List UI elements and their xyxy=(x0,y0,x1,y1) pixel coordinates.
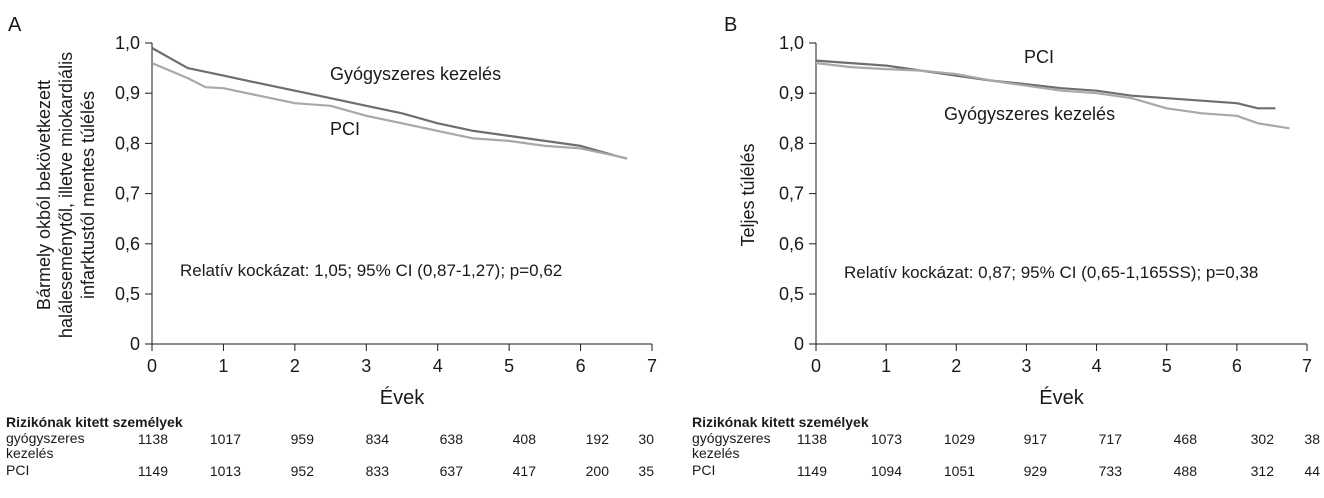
risk-value: 1138 xyxy=(796,431,827,447)
risk-value: 637 xyxy=(439,463,463,479)
risk-value: 638 xyxy=(439,431,463,447)
y-tick-label: 0,6 xyxy=(779,234,804,254)
panel-b: B 0 0,5 0,6 0,7 0,8 0,9 1,0 0 1 2 3 4 5 6 7 Évek Teljes … xyxy=(662,0,1324,498)
risk-table-row: PCI 1149 1013 952 833 637 417 200 35 xyxy=(6,463,658,497)
risk-value: 929 xyxy=(1023,463,1047,479)
risk-value: 1073 xyxy=(870,431,902,447)
x-axis-title: Évek xyxy=(380,386,425,409)
y-axis-title-line: Teljes túlélés xyxy=(738,143,758,246)
x-tick-label: 3 xyxy=(361,356,371,376)
risk-value: 30 xyxy=(638,431,654,447)
series-line-second xyxy=(151,62,628,160)
x-tick-label: 1 xyxy=(881,356,891,376)
risk-table-title: Rizikónak kitett személyek xyxy=(6,414,183,430)
x-tick-label: 7 xyxy=(647,356,657,376)
risk-value: 952 xyxy=(290,463,314,479)
x-tick-label: 4 xyxy=(1092,356,1102,376)
risk-value: 417 xyxy=(512,463,536,479)
x-tick-label: 2 xyxy=(951,356,961,376)
series-line-first xyxy=(151,47,628,160)
panel-letter: A xyxy=(8,14,22,36)
series-label: PCI xyxy=(1024,47,1054,67)
risk-value: 733 xyxy=(1098,463,1122,479)
y-axis-title-line: haláleseménytől, illetve miokardiális xyxy=(56,52,76,338)
y-tick-label: 0 xyxy=(130,334,140,354)
risk-table-a: Rizikónak kitett személyek gyógyszeres kez… xyxy=(6,414,658,498)
y-tick-label: 0,8 xyxy=(779,133,804,153)
series-label: Gyógyszeres kezelés xyxy=(330,64,501,84)
risk-row-label: gyógyszeres kezelés xyxy=(6,430,85,461)
y-tick-label: 0,9 xyxy=(779,83,804,103)
panel-letter: B xyxy=(724,14,738,36)
y-tick-label: 1,0 xyxy=(779,33,804,53)
y-axis-title-line: infarktustól mentes túlélés xyxy=(78,91,98,299)
risk-value: 1017 xyxy=(209,431,241,447)
risk-table-title: Rizikónak kitett személyek xyxy=(692,414,869,430)
risk-value: 834 xyxy=(365,431,389,447)
survival-chart-a: 0 0,5 0,6 0,7 0,8 0,9 1,0 0 1 2 3 4 5 6 7 Évek Bármely o… xyxy=(34,33,657,409)
y-tick-label: 0,7 xyxy=(115,184,140,204)
risk-value: 488 xyxy=(1173,463,1197,479)
risk-value: 408 xyxy=(512,431,536,447)
x-tick-label: 5 xyxy=(1162,356,1172,376)
risk-table-row: PCI 1149 1094 1051 929 733 488 312 44 xyxy=(692,463,1322,497)
y-axis-title-line: Bármely okból bekövetkezett xyxy=(34,80,54,310)
risk-value: 1138 xyxy=(137,431,168,447)
risk-value: 917 xyxy=(1023,431,1047,447)
panel-a: A 0 0,5 0,6 0,7 0,8 0,9 1,0 0 1 2 3 4 5 6 7 Évek Bármely… xyxy=(6,14,658,498)
risk-value: 1149 xyxy=(137,463,168,479)
risk-value: 192 xyxy=(585,431,609,447)
x-tick-label: 2 xyxy=(290,356,300,376)
series-line-second xyxy=(815,62,1290,130)
x-axis-title: Évek xyxy=(1039,386,1084,409)
series-label: Gyógyszeres kezelés xyxy=(944,104,1115,124)
risk-value: 302 xyxy=(1250,431,1274,447)
y-tick-label: 0,8 xyxy=(115,133,140,153)
hazard-ratio-annotation: Relatív kockázat: 0,87; 95% CI (0,65-1,1… xyxy=(844,263,1258,282)
y-tick-label: 1,0 xyxy=(115,33,140,53)
y-tick-label: 0,7 xyxy=(779,184,804,204)
y-tick-label: 0,6 xyxy=(115,234,140,254)
x-tick-label: 3 xyxy=(1021,356,1031,376)
series-line-first xyxy=(815,59,1276,110)
risk-value: 312 xyxy=(1250,463,1274,479)
risk-table-row: gyógyszeres kezelés 1138 1017 959 834 638 408 19… xyxy=(6,431,658,465)
risk-value: 468 xyxy=(1173,431,1197,447)
y-tick-label: 0 xyxy=(794,334,804,354)
x-tick-label: 0 xyxy=(147,356,157,376)
x-tick-label: 4 xyxy=(433,356,443,376)
risk-value: 38 xyxy=(1304,431,1320,447)
y-tick-label: 0,5 xyxy=(115,284,140,304)
risk-value: 1029 xyxy=(943,431,975,447)
risk-row-label: PCI xyxy=(6,462,30,478)
risk-value: 200 xyxy=(585,463,609,479)
x-tick-label: 5 xyxy=(504,356,514,376)
risk-value: 833 xyxy=(365,463,389,479)
series-label: PCI xyxy=(330,119,360,139)
risk-value: 1013 xyxy=(209,463,241,479)
risk-table-b: Rizikónak kitett személyek gyógyszeres kez… xyxy=(692,414,1322,498)
risk-value: 1094 xyxy=(870,463,902,479)
risk-row-label: PCI xyxy=(692,462,716,478)
x-tick-label: 7 xyxy=(1302,356,1312,376)
risk-value: 717 xyxy=(1098,431,1122,447)
risk-value: 959 xyxy=(290,431,314,447)
risk-row-label: gyógyszeres kezelés xyxy=(692,430,771,461)
x-tick-label: 6 xyxy=(576,356,586,376)
risk-value: 1051 xyxy=(943,463,975,479)
y-tick-label: 0,5 xyxy=(779,284,804,304)
risk-value: 44 xyxy=(1304,463,1320,479)
risk-value: 35 xyxy=(638,463,654,479)
x-tick-label: 1 xyxy=(218,356,228,376)
hazard-ratio-annotation: Relatív kockázat: 1,05; 95% CI (0,87-1,2… xyxy=(180,261,562,280)
risk-value: 1149 xyxy=(796,463,827,479)
survival-chart-b: 0 0,5 0,6 0,7 0,8 0,9 1,0 0 1 2 3 4 5 6 7 Évek Teljes tú… xyxy=(738,33,1312,409)
x-tick-label: 0 xyxy=(811,356,821,376)
risk-table-row: gyógyszeres kezelés 1138 1073 1029 917 717 468 3… xyxy=(692,431,1322,465)
y-tick-label: 0,9 xyxy=(115,83,140,103)
x-tick-label: 6 xyxy=(1232,356,1242,376)
